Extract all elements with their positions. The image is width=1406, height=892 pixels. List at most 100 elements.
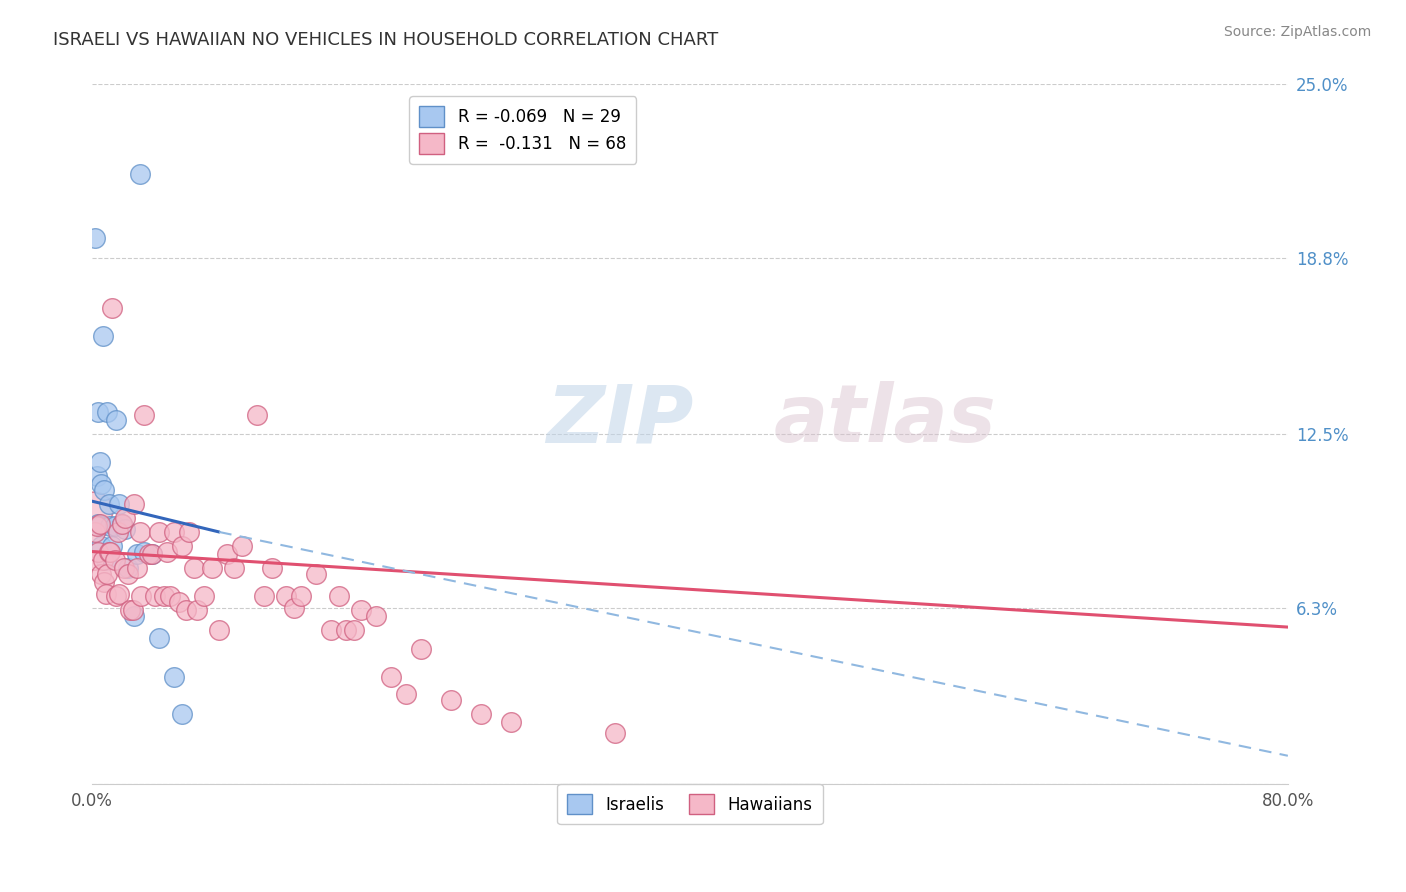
Point	[231, 539, 253, 553]
Point	[176, 603, 198, 617]
Point	[605, 726, 627, 740]
Point	[283, 600, 305, 615]
Point	[118, 603, 141, 617]
Point	[122, 497, 145, 511]
Point	[350, 603, 373, 617]
Legend: Israelis, Hawaiians: Israelis, Hawaiians	[557, 784, 823, 824]
Point	[91, 553, 114, 567]
Point	[290, 590, 312, 604]
Point	[83, 502, 105, 516]
Point	[93, 575, 115, 590]
Point	[94, 586, 117, 600]
Point	[129, 524, 152, 539]
Point	[159, 590, 181, 604]
Point	[208, 623, 231, 637]
Point	[253, 590, 276, 604]
Point	[163, 524, 186, 539]
Point	[104, 553, 127, 567]
Point	[89, 516, 111, 531]
Point	[148, 524, 170, 539]
Point	[129, 167, 152, 181]
Point	[87, 516, 110, 531]
Point	[87, 544, 110, 558]
Point	[91, 329, 114, 343]
Text: atlas: atlas	[773, 381, 997, 459]
Point	[143, 590, 166, 604]
Point	[305, 566, 328, 581]
Point	[395, 687, 418, 701]
Point	[96, 405, 118, 419]
Point	[224, 561, 246, 575]
Point	[328, 590, 350, 604]
Point	[90, 539, 112, 553]
Point	[98, 544, 121, 558]
Point	[138, 547, 160, 561]
Point	[114, 522, 136, 536]
Point	[117, 561, 139, 575]
Point	[83, 553, 105, 567]
Point	[96, 566, 118, 581]
Point	[105, 590, 128, 604]
Point	[183, 561, 205, 575]
Point	[125, 547, 148, 561]
Point	[107, 524, 129, 539]
Point	[470, 706, 492, 721]
Point	[97, 544, 120, 558]
Point	[89, 519, 111, 533]
Point	[179, 524, 201, 539]
Point	[94, 553, 117, 567]
Point	[111, 516, 134, 531]
Point	[335, 623, 357, 637]
Point	[98, 519, 121, 533]
Point	[380, 670, 402, 684]
Text: Source: ZipAtlas.com: Source: ZipAtlas.com	[1223, 25, 1371, 39]
Point	[134, 408, 156, 422]
Point	[148, 632, 170, 646]
Point	[86, 519, 108, 533]
Point	[167, 595, 190, 609]
Point	[215, 547, 238, 561]
Point	[321, 623, 343, 637]
Point	[108, 586, 131, 600]
Text: ZIP: ZIP	[547, 381, 695, 459]
Point	[163, 670, 186, 684]
Point	[186, 603, 208, 617]
Point	[86, 469, 108, 483]
Point	[84, 524, 107, 539]
Point	[260, 561, 283, 575]
Point	[87, 405, 110, 419]
Point	[366, 608, 388, 623]
Text: ISRAELI VS HAWAIIAN NO VEHICLES IN HOUSEHOLD CORRELATION CHART: ISRAELI VS HAWAIIAN NO VEHICLES IN HOUSE…	[53, 31, 718, 49]
Point	[108, 497, 131, 511]
Point	[134, 544, 156, 558]
Point	[121, 603, 143, 617]
Point	[343, 623, 366, 637]
Point	[114, 511, 136, 525]
Point	[170, 539, 193, 553]
Point	[499, 715, 522, 730]
Point	[117, 566, 139, 581]
Point	[141, 547, 163, 561]
Point	[201, 561, 224, 575]
Point	[170, 706, 193, 721]
Point	[97, 497, 120, 511]
Point	[156, 544, 179, 558]
Point	[89, 455, 111, 469]
Point	[409, 642, 432, 657]
Point	[90, 477, 112, 491]
Point	[125, 561, 148, 575]
Point	[440, 693, 463, 707]
Point	[245, 408, 267, 422]
Point	[100, 301, 122, 316]
Point	[122, 608, 145, 623]
Point	[90, 566, 112, 581]
Point	[276, 590, 298, 604]
Point	[193, 590, 215, 604]
Point	[153, 590, 176, 604]
Point	[141, 547, 163, 561]
Point	[93, 483, 115, 497]
Point	[111, 516, 134, 531]
Point	[131, 590, 153, 604]
Point	[84, 231, 107, 245]
Point	[100, 539, 122, 553]
